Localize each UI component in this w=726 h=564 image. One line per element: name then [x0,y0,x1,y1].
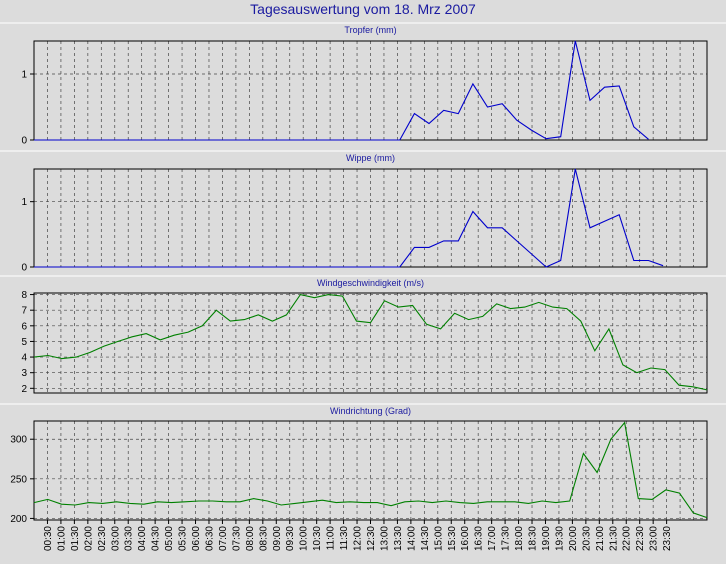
x-tick-label: 10:30 [312,526,323,551]
y-tick-label: 200 [10,514,27,525]
x-tick-label: 19:30 [554,526,565,551]
x-tick-label: 07:00 [218,526,229,551]
x-tick-label: 11:00 [326,526,337,551]
y-tick-label: 3 [21,368,27,379]
y-tick-label: 8 [21,290,27,301]
x-tick-label: 20:00 [568,526,579,551]
x-tick-label: 23:30 [662,526,673,551]
x-tick-label: 07:30 [231,526,242,551]
x-tick-label: 09:00 [272,526,283,551]
chart-panel: Windgeschwindigkeit (m/s) 2 3 4 5 6 7 8 [0,275,726,395]
x-tick-label: 03:30 [124,526,135,551]
chart-panel: Wippe (mm) 0 1 [0,150,726,274]
y-tick-label: 6 [21,321,27,332]
y-tick-label: 1 [21,70,27,81]
y-tick-label: 2 [21,384,27,395]
series-line [33,421,708,519]
x-tick-label: 05:00 [164,526,175,551]
x-tick-label: 06:30 [204,526,215,551]
x-tick-label: 11:30 [339,526,350,551]
x-tick-label: 01:30 [70,526,81,551]
series-line [33,293,708,391]
panel-title: Tropfer (mm) [344,25,396,35]
x-tick-label: 03:00 [110,526,121,551]
series-line [34,40,649,141]
x-tick-label: 20:30 [581,526,592,551]
y-tick-label: 7 [21,306,27,317]
panel-title: Windgeschwindigkeit (m/s) [317,278,424,288]
x-tick-label: 04:30 [151,526,162,551]
x-tick-label: 17:30 [501,526,512,551]
x-tick-label: 22:00 [622,526,633,551]
x-tick-label: 17:00 [487,526,498,551]
x-tick-label: 13:00 [379,526,390,551]
x-tick-label: 21:00 [595,526,606,551]
x-tick-label: 19:00 [541,526,552,551]
x-tick-label: 01:00 [56,526,67,551]
y-tick-label: 5 [21,337,27,348]
x-tick-label: 02:00 [83,526,94,551]
panel-title: Windrichtung (Grad) [330,406,411,416]
x-tick-label: 04:00 [137,526,148,551]
x-tick-label: 02:30 [97,526,108,551]
chart-panel: Windrichtung (Grad) 200 250 300 [0,403,726,525]
plot-frame [33,292,708,394]
y-tick-label: 4 [21,353,27,364]
y-tick-label: 1 [21,197,27,208]
x-tick-label: 09:30 [285,526,296,551]
x-tick-label: 15:30 [447,526,458,551]
x-tick-label: 12:00 [353,526,364,551]
x-tick-label: 13:30 [393,526,404,551]
x-tick-label: 23:00 [649,526,660,551]
chart-panel: Tropfer (mm) 0 1 [0,22,726,147]
x-tick-label: 06:00 [191,526,202,551]
x-tick-label: 22:30 [635,526,646,551]
x-tick-label: 15:00 [433,526,444,551]
x-tick-label: 12:30 [366,526,377,551]
x-tick-label: 14:00 [406,526,417,551]
x-tick-label: 18:00 [514,526,525,551]
x-tick-label: 16:00 [460,526,471,551]
x-tick-label: 18:30 [528,526,539,551]
x-tick-label: 00:30 [43,526,54,551]
x-tick-label: 08:00 [245,526,256,551]
x-tick-label: 16:30 [474,526,485,551]
x-tick-label: 08:30 [258,526,269,551]
panel-title: Wippe (mm) [346,153,395,163]
page-title: Tagesauswertung vom 18. Mrz 2007 [250,1,476,17]
series-line [34,168,664,268]
x-tick-label: 10:00 [299,526,310,551]
y-tick-label: 300 [10,435,27,446]
y-tick-label: 0 [21,136,27,147]
y-tick-label: 0 [21,263,27,274]
x-tick-label: 21:30 [608,526,619,551]
x-tick-label: 05:30 [178,526,189,551]
y-tick-label: 250 [10,474,27,485]
x-tick-label: 14:30 [420,526,431,551]
